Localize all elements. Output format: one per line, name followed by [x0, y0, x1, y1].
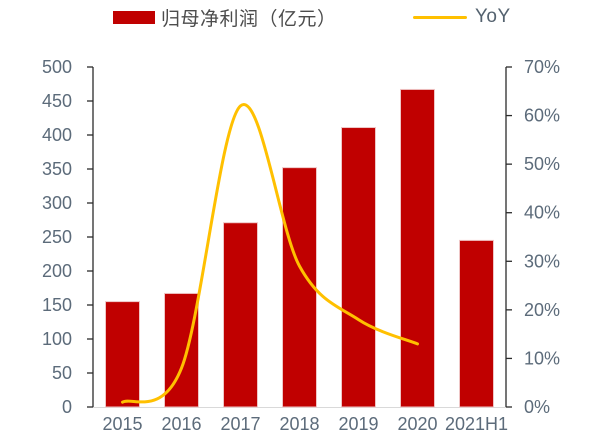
left-axis-tick-label: 400	[42, 125, 72, 145]
left-axis-tick-label: 50	[52, 363, 72, 383]
x-axis-category-label: 2021H1	[445, 414, 508, 434]
left-axis-tick-label: 150	[42, 295, 72, 315]
right-axis-tick-label: 60%	[524, 106, 560, 126]
x-axis-category-label: 2015	[102, 414, 142, 434]
legend-bar-swatch	[113, 10, 155, 24]
right-axis-tick-label: 70%	[524, 57, 560, 77]
left-axis-tick-label: 100	[42, 329, 72, 349]
yoy-line	[121, 103, 419, 404]
bar-net-profit-2018	[282, 167, 317, 408]
bar-net-profit-2021H1	[459, 239, 494, 408]
right-axis-tick-label: 20%	[524, 300, 560, 320]
left-axis-tick-label: 250	[42, 227, 72, 247]
legend-bar-label: 归母净利润（亿元）	[161, 8, 337, 30]
x-axis-category-label: 2019	[338, 414, 378, 434]
legend-line-swatch	[413, 15, 467, 19]
right-axis-tick-label: 40%	[524, 203, 560, 223]
left-axis-tick-label: 350	[42, 159, 72, 179]
left-axis-tick-label: 200	[42, 261, 72, 281]
x-axis-category-label: 2018	[279, 414, 319, 434]
left-axis-tick-label: 300	[42, 193, 72, 213]
legend-line-label: YoY	[475, 6, 511, 27]
left-axis-tick-label: 500	[42, 57, 72, 77]
bar-net-profit-2020	[400, 88, 435, 408]
right-axis-tick-label: 50%	[524, 154, 560, 174]
bar-net-profit-2015	[105, 301, 140, 408]
left-axis-tick-label: 0	[62, 397, 72, 417]
bar-net-profit-2017	[223, 222, 258, 408]
x-axis-category-label: 2016	[161, 414, 201, 434]
right-axis-tick-label: 0%	[524, 397, 550, 417]
legend-item-yoy: YoY	[413, 6, 511, 28]
right-axis-tick-label: 10%	[524, 348, 560, 368]
legend-item-net-profit: 归母净利润（亿元）	[113, 6, 337, 30]
x-axis-category-label: 2020	[397, 414, 437, 434]
right-axis-tick-label: 30%	[524, 251, 560, 271]
x-axis-category-label: 2017	[220, 414, 260, 434]
bar-net-profit-2019	[341, 127, 376, 408]
left-axis-tick-label: 450	[42, 91, 72, 111]
